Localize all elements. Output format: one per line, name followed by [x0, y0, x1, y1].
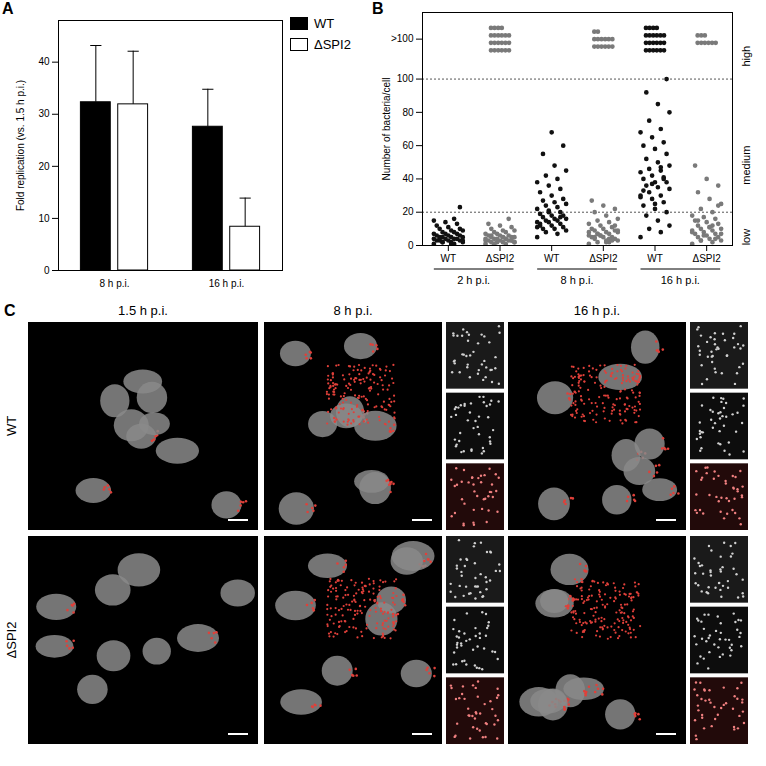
svg-text:20: 20: [402, 206, 414, 217]
svg-text:WT: WT: [647, 253, 663, 264]
svg-text:high: high: [740, 46, 752, 67]
svg-text:16 h p.i.: 16 h p.i.: [574, 303, 620, 318]
svg-text:Number of bacteria/cell: Number of bacteria/cell: [381, 78, 392, 181]
svg-text:WT: WT: [441, 253, 457, 264]
svg-text:Fold replication (vs. 1.5 h p.: Fold replication (vs. 1.5 h p.i.): [15, 80, 26, 211]
svg-text:1.5 h p.i.: 1.5 h p.i.: [118, 303, 168, 318]
svg-text:10: 10: [38, 213, 50, 224]
svg-text:0: 0: [408, 240, 414, 251]
svg-text:8 h p.i.: 8 h p.i.: [560, 274, 593, 286]
html-text:WT: WT: [314, 16, 335, 31]
svg-text:ΔSPI2: ΔSPI2: [589, 253, 618, 264]
svg-text:0: 0: [44, 265, 50, 276]
svg-text:medium: medium: [740, 146, 752, 185]
html-text:A: A: [2, 0, 14, 17]
svg-text:ΔSPI2: ΔSPI2: [486, 253, 515, 264]
svg-text:8 h p.i.: 8 h p.i.: [99, 278, 129, 289]
svg-text:40: 40: [38, 56, 50, 67]
svg-text:20: 20: [38, 161, 50, 172]
svg-text:C: C: [4, 302, 16, 319]
svg-text:low: low: [740, 229, 752, 246]
svg-text:2 h p.i.: 2 h p.i.: [457, 274, 490, 286]
svg-text:WT: WT: [4, 416, 19, 436]
svg-text:8 h p.i.: 8 h p.i.: [333, 303, 372, 318]
svg-text:>100: >100: [391, 33, 414, 44]
svg-text:100: 100: [397, 73, 414, 84]
svg-text:ΔSPI2: ΔSPI2: [4, 622, 19, 659]
html-text:B: B: [372, 0, 384, 17]
svg-text:16 h p.i.: 16 h p.i.: [661, 274, 700, 286]
svg-text:40: 40: [402, 173, 414, 184]
svg-text:30: 30: [38, 108, 50, 119]
html-text:ΔSPI2: ΔSPI2: [314, 37, 351, 52]
svg-text:60: 60: [402, 140, 414, 151]
svg-text:ΔSPI2: ΔSPI2: [692, 253, 721, 264]
svg-text:WT: WT: [544, 253, 560, 264]
svg-text:80: 80: [402, 107, 414, 118]
svg-text:16 h p.i.: 16 h p.i.: [209, 278, 245, 289]
